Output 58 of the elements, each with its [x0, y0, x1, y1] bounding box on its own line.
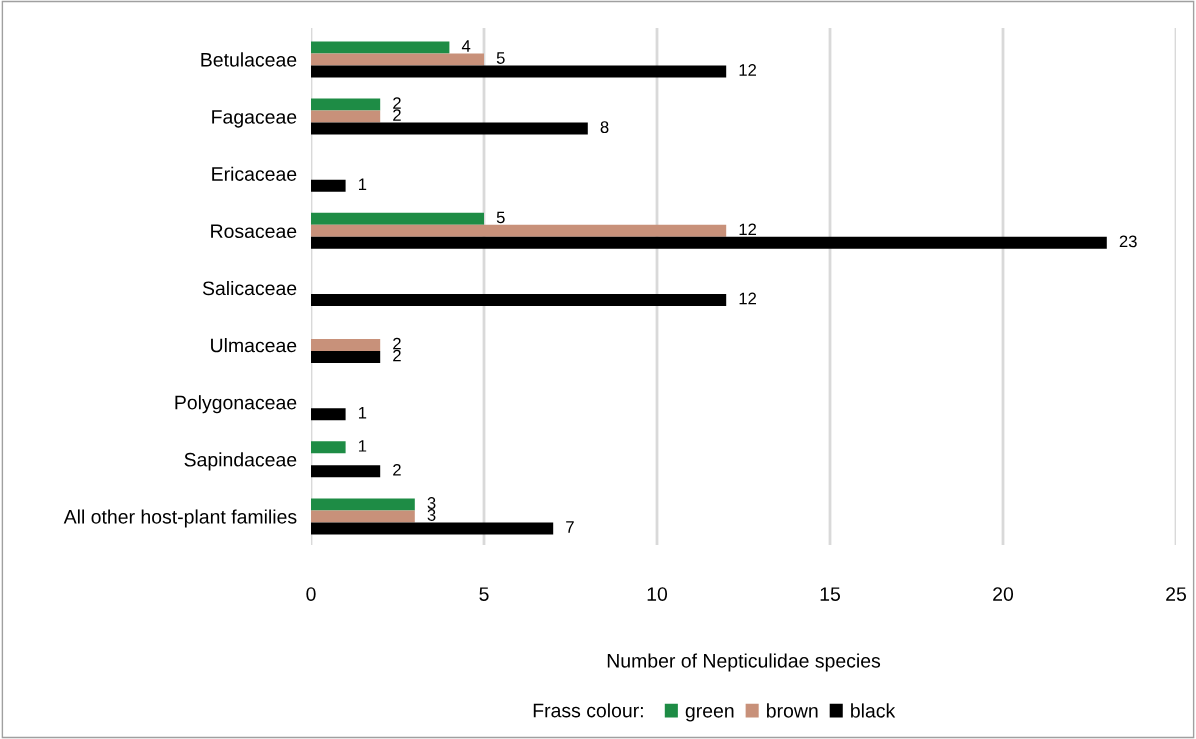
bar [311, 408, 346, 421]
bar [311, 510, 415, 523]
data-label: 1 [358, 440, 367, 452]
x-tick-label: 10 [647, 587, 668, 601]
x-tick-label: 0 [306, 587, 316, 601]
y-tick-label: Ericaceae [212, 166, 297, 181]
y-tick-label: Fagaceae [212, 110, 297, 128]
bar [311, 498, 415, 511]
bar [311, 41, 450, 54]
data-label: 3 [427, 509, 436, 521]
y-tick-label: Salicaceae [202, 280, 297, 296]
bar [311, 293, 727, 306]
data-label: 5 [496, 211, 505, 224]
data-label: 7 [566, 521, 574, 533]
bar [311, 110, 381, 123]
bar [311, 522, 554, 535]
data-label: 2 [393, 97, 401, 109]
bar [311, 465, 381, 478]
data-label: 12 [739, 64, 757, 76]
data-label: 2 [393, 109, 401, 121]
data-label: 1 [358, 178, 367, 190]
bar [311, 122, 588, 135]
x-tick-label: 5 [479, 587, 489, 601]
y-tick-label: All other host-plant families [63, 509, 297, 528]
bar [311, 65, 727, 78]
y-tick-label: Betulaceae [201, 52, 297, 67]
data-label: 12 [739, 292, 757, 305]
legend-label: black [851, 703, 896, 718]
x-tick-label: 20 [993, 587, 1014, 601]
legend-title: Frass colour: [533, 703, 643, 718]
data-label: 8 [600, 121, 609, 134]
x-tick-label: 25 [1166, 587, 1186, 601]
x-axis-title: Number of Nepticulidae species [607, 653, 881, 672]
bar [311, 224, 727, 237]
data-label: 12 [739, 223, 757, 236]
bar [311, 351, 381, 364]
data-label: 5 [496, 52, 505, 64]
legend-label: brown [767, 703, 818, 718]
data-label: 1 [358, 407, 367, 419]
bar [311, 179, 346, 192]
bar [311, 53, 484, 66]
bar [311, 98, 381, 111]
data-label: 4 [461, 40, 471, 52]
data-label: 23 [1119, 235, 1137, 248]
legend-label: green [685, 707, 734, 722]
bar [311, 441, 346, 454]
y-tick-label: Polygonaceae [175, 395, 297, 414]
data-label: 3 [427, 497, 436, 509]
y-tick-label: Sapindaceae [184, 452, 297, 471]
bar [311, 236, 1107, 249]
y-tick-label: Rosaceae [211, 224, 297, 239]
bar [311, 339, 381, 352]
x-tick-label: 15 [820, 587, 840, 601]
data-label: 2 [393, 349, 401, 362]
data-label: 2 [393, 337, 401, 350]
data-label: 2 [393, 463, 401, 476]
bar [311, 212, 484, 225]
y-tick-label: Ulmaceae [211, 338, 297, 353]
